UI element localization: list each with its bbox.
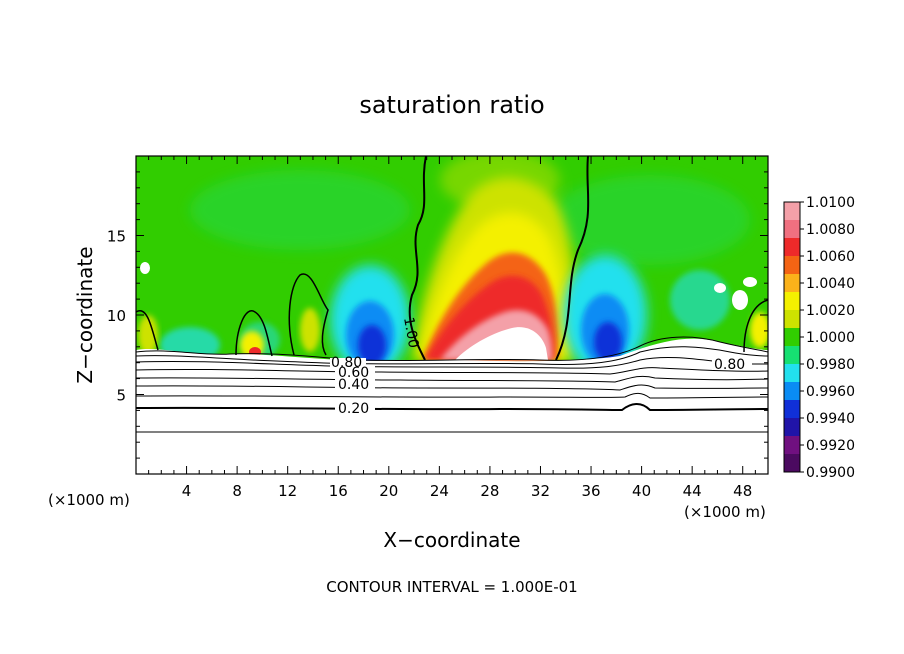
field-upper-variation bbox=[190, 156, 750, 265]
colorbar-swatch bbox=[784, 292, 800, 311]
colorbar-label: 1.0080 bbox=[806, 222, 855, 238]
x-tick-label: 28 bbox=[480, 482, 499, 500]
chart-title: saturation ratio bbox=[359, 91, 544, 119]
contour-near-base-2 bbox=[136, 346, 768, 365]
x-tick-label: 8 bbox=[232, 482, 242, 500]
colorbar-swatch bbox=[784, 238, 800, 257]
colorbar-label: 1.0060 bbox=[806, 249, 855, 265]
contour-0-60 bbox=[136, 367, 768, 375]
x-tick-label: 32 bbox=[531, 482, 550, 500]
colorbar-swatch bbox=[784, 346, 800, 365]
contour-1-00-cell-a bbox=[136, 310, 159, 351]
small-cells bbox=[138, 262, 768, 359]
x-unit-left: (×1000 m) bbox=[48, 491, 130, 509]
contour-near-base-1 bbox=[136, 336, 768, 362]
central-plume bbox=[412, 177, 577, 360]
colorbar-label: 0.9960 bbox=[806, 384, 855, 400]
colorbar-label: 1.0040 bbox=[806, 276, 855, 292]
x-tick-label: 48 bbox=[733, 482, 752, 500]
colorbar: 1.0100 1.0080 1.0060 1.0040 1.0020 1.0000 0.99… bbox=[783, 195, 855, 481]
colorbar-label: 0.9940 bbox=[806, 411, 855, 427]
x-tick-label: 44 bbox=[683, 482, 702, 500]
x-tick-label: 40 bbox=[632, 482, 651, 500]
colorbar-label: 0.9980 bbox=[806, 357, 855, 373]
dry-lobe-right bbox=[563, 255, 647, 375]
contour-0-25 bbox=[136, 392, 768, 399]
y-tick-label: 10 bbox=[107, 307, 126, 325]
x-tick-label: 24 bbox=[430, 482, 449, 500]
contour-1-00-center-right bbox=[555, 156, 590, 361]
contour-1-00-cell-c bbox=[288, 273, 329, 356]
colorbar-swatch bbox=[784, 382, 800, 401]
contour-lines bbox=[136, 156, 768, 433]
contour-1-00-right-edge bbox=[743, 299, 768, 353]
contour-label-0-80: 0.80 bbox=[331, 355, 362, 371]
contour-0-20 bbox=[136, 403, 768, 412]
x-tick-label: 36 bbox=[581, 482, 600, 500]
plume-white-core bbox=[455, 327, 548, 360]
y-axis-label: Z−coordinate bbox=[73, 246, 97, 383]
contour-label-0-80-right: 0.80 bbox=[714, 357, 745, 373]
contour-0-80 bbox=[136, 356, 768, 369]
colorbar-label: 0.9900 bbox=[806, 465, 855, 481]
contour-label-0-60: 0.60 bbox=[338, 365, 369, 381]
colorbar-label: 0.9920 bbox=[806, 438, 855, 454]
contour-1-00-center-left bbox=[408, 156, 427, 361]
colorbar-label: 1.0100 bbox=[806, 195, 855, 211]
colorbar-swatch bbox=[784, 220, 800, 239]
contour-interval-note: CONTOUR INTERVAL = 1.000E-01 bbox=[326, 578, 577, 596]
colorbar-swatch bbox=[784, 256, 800, 275]
contour-0-10 bbox=[136, 431, 768, 433]
colorbar-swatch bbox=[784, 310, 800, 329]
colorbar-swatch bbox=[784, 418, 800, 437]
colorbar-swatch bbox=[784, 436, 800, 455]
dry-lobe-left bbox=[330, 265, 410, 375]
y-axis-ticks: 5 10 15 bbox=[107, 171, 768, 459]
plot-area: 1.00 0.80 0.60 0.40 0.20 0.80 bbox=[136, 156, 768, 474]
x-unit-right: (×1000 m) bbox=[684, 503, 766, 521]
contour-label-0-40: 0.40 bbox=[338, 377, 369, 393]
colorbar-swatch bbox=[784, 202, 800, 221]
contour-label-0-20: 0.20 bbox=[338, 401, 369, 417]
x-tick-label: 20 bbox=[379, 482, 398, 500]
colorbar-swatch bbox=[784, 364, 800, 383]
contour-1-00-cell-b bbox=[235, 310, 273, 357]
contour-0-30 bbox=[136, 384, 768, 391]
colorbar-label: 1.0000 bbox=[806, 330, 855, 346]
colorbar-swatch bbox=[784, 328, 800, 347]
lower-blank-region bbox=[136, 338, 768, 474]
x-tick-label: 16 bbox=[329, 482, 348, 500]
x-axis-ticks: 4 8 12 16 20 24 28 32 36 40 44 48 bbox=[148, 156, 756, 500]
x-tick-label: 4 bbox=[182, 482, 192, 500]
colorbar-label: 1.0020 bbox=[806, 303, 855, 319]
colorbar-swatch bbox=[784, 400, 800, 419]
x-axis-label: X−coordinate bbox=[383, 528, 520, 552]
y-tick-label: 15 bbox=[107, 228, 126, 246]
contour-0-40 bbox=[136, 375, 768, 383]
contour-label-1-00: 1.00 bbox=[400, 316, 421, 349]
x-tick-label: 12 bbox=[278, 482, 297, 500]
y-tick-label: 5 bbox=[116, 387, 126, 405]
colorbar-swatch bbox=[784, 454, 800, 473]
colorbar-swatch bbox=[784, 274, 800, 293]
contour-label-group: 1.00 0.80 0.60 0.40 0.20 0.80 bbox=[330, 316, 752, 417]
